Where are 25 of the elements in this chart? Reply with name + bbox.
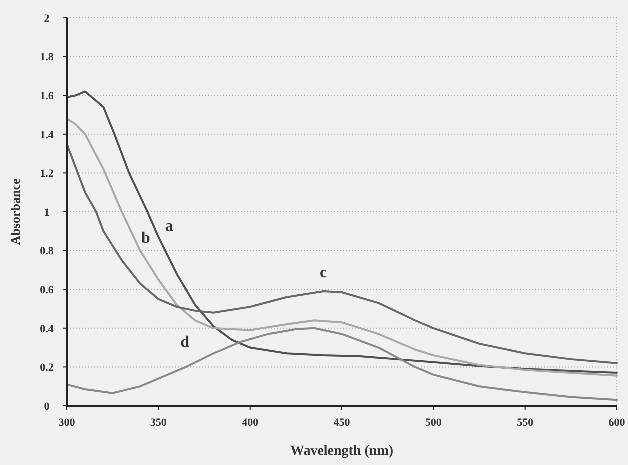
y-tick-label: 1 [44, 206, 50, 219]
series-label: b [142, 230, 150, 247]
x-tick-label: 300 [58, 417, 76, 429]
y-tick-label: 0.4 [40, 323, 54, 336]
y-tick-label: 0 [44, 400, 50, 413]
y-tick-label: 1.6 [40, 90, 54, 102]
x-tick-label: 600 [608, 417, 626, 429]
series-label: c [320, 264, 328, 282]
y-tick-label: 1.2 [40, 168, 54, 180]
x-tick-label: 500 [425, 417, 442, 429]
y-tick-label: 0.6 [40, 284, 54, 296]
line-series [66, 327, 618, 402]
x-axis-title: Wavelength (nm) [290, 444, 394, 459]
series-label: a [165, 218, 174, 236]
y-tick-label: 2 [44, 12, 50, 25]
y-tick-label: 0.2 [40, 362, 54, 374]
y-tick-label: 1.4 [40, 129, 54, 142]
x-tick-label: 400 [242, 417, 260, 429]
series-label: d [180, 334, 190, 352]
y-tick-label: 1.8 [40, 52, 54, 64]
y-axis-title: Absorbance [8, 178, 23, 246]
x-tick-label: 350 [150, 417, 168, 429]
y-tick-label: 0.8 [40, 246, 54, 258]
x-tick-label: 450 [334, 417, 351, 429]
x-tick-label: 550 [517, 417, 534, 429]
